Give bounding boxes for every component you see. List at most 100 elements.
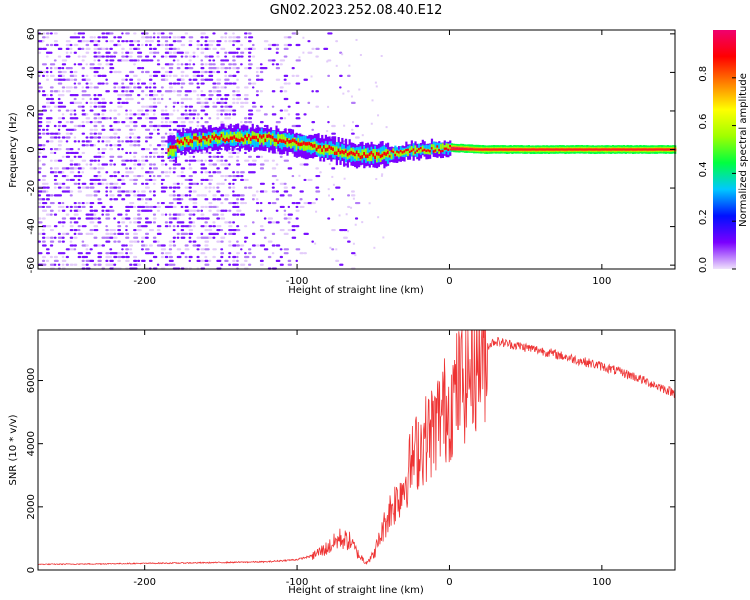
spectrogram-signal-cell [319,146,322,155]
spectrogram-cell [176,67,181,70]
spectrogram-cell [212,194,217,197]
spectrogram-cell [69,190,74,193]
spectrogram-cell [200,182,204,185]
spectrogram-cell [77,155,83,158]
spectrogram-cell [141,225,147,228]
spectrogram-cell [299,163,305,166]
spectrogram-signal-cell [222,131,225,140]
spectrogram-cell [141,90,145,93]
spectrogram-cell [259,105,263,108]
spectrogram-cell [81,140,86,143]
spectrogram-cell [172,186,177,189]
spectrogram-signal-cell [268,134,271,138]
spectrogram-cell [188,163,192,166]
spectrogram-cell [196,255,200,259]
spectrogram-cell [45,74,49,77]
spectrogram-cell [240,43,244,47]
spectrogram-cell [105,63,111,66]
spectrogram-cell [224,259,229,262]
spectrogram-cell [160,140,166,143]
spectrogram-cell [228,113,232,116]
spectrogram-cell [69,36,75,39]
spectrogram-cell [41,186,47,189]
spectrogram-cell [156,51,160,54]
spectrogram-cell [172,194,176,197]
spectrogram-cell [184,90,190,93]
spectrogram-cell [200,225,205,228]
spectrogram-cell [244,121,248,124]
spectrogram-cell [137,94,141,97]
spectrogram-cell [192,244,197,247]
spectrogram-cell [200,163,206,166]
spectrogram-cell [49,109,53,112]
spectrogram-signal-cell [290,140,293,149]
spectrogram-cell [208,163,213,166]
spectrogram-cell [156,155,161,158]
spectrogram-cell [41,190,47,193]
spectrogram-cell [129,47,133,50]
spectrogram-cell [259,163,265,166]
spectrogram-cell [101,113,105,116]
spectrogram-signal-cell [390,153,393,160]
spectrogram-signal-cell [368,153,371,162]
spectrogram-signal-cell [419,146,423,150]
spectrogram-cell [332,183,335,186]
spectrogram-cell [283,213,287,216]
spectrogram-cell [196,194,201,197]
spectrogram-cell [38,136,42,139]
spectrogram-cell [97,63,102,66]
spectrogram-cell [232,97,236,101]
spectrogram-cell [61,155,65,158]
spectrogram-cell [212,248,217,251]
spectrogram-cell [133,128,136,131]
spectrogram-cell [113,51,118,54]
spectrogram-cell [144,155,148,158]
spectrogram-cell [105,228,109,232]
spectrogram-cell [180,124,186,128]
spectrogram-cell [133,228,137,232]
spectrogram-cell [57,78,63,81]
spectrogram-cell [57,97,61,101]
spectrogram-cell [144,217,149,220]
y-tick-label: 40 [26,66,37,79]
spectrogram-signal-cell [383,151,386,156]
spectrogram-cell [57,101,64,104]
spectrogram-cell [184,113,189,116]
spectrogram-cell [125,113,129,116]
spectrogram-cell [65,78,71,81]
spectrogram-cell [240,171,245,174]
spectrogram-cell [200,67,205,70]
spectrogram-cell [81,86,84,89]
spectrogram-cell [125,209,131,212]
spectrogram-cell [156,263,160,266]
spectrogram-cell [129,97,134,101]
spectrogram-cell [192,182,198,185]
spectrogram-cell [168,194,174,197]
spectrogram-cell [152,213,157,216]
spectrogram-cell [180,101,184,104]
spectrogram-cell [137,59,140,62]
spectrogram-cell [77,178,81,182]
spectrogram-cell [271,186,275,189]
spectrogram-cell [148,136,153,139]
spectrogram-signal-cell [361,149,364,158]
spectrogram-signal-cell [368,152,371,156]
spectrogram-cell [93,236,98,239]
spectrogram-cell [57,171,63,174]
spectrogram-cell [117,194,122,197]
spectrogram-cell [113,70,118,74]
spectrogram-cell [121,55,126,58]
spectrogram-cell [240,51,245,54]
spectrogram-cell [129,159,133,162]
spectrogram-cell [117,213,123,216]
spectrogram-signal-cell [258,134,262,138]
spectrogram-cell [172,51,179,54]
spectrogram-cell [240,248,243,251]
spectrogram-cell [382,236,385,239]
spectrogram-cell [105,225,108,228]
spectrogram-signal-cell [204,136,207,145]
spectrogram-cell [200,43,203,47]
spectrogram-cell [331,248,335,251]
spectrogram-cell [105,144,109,147]
spectrogram-cell [176,248,182,251]
